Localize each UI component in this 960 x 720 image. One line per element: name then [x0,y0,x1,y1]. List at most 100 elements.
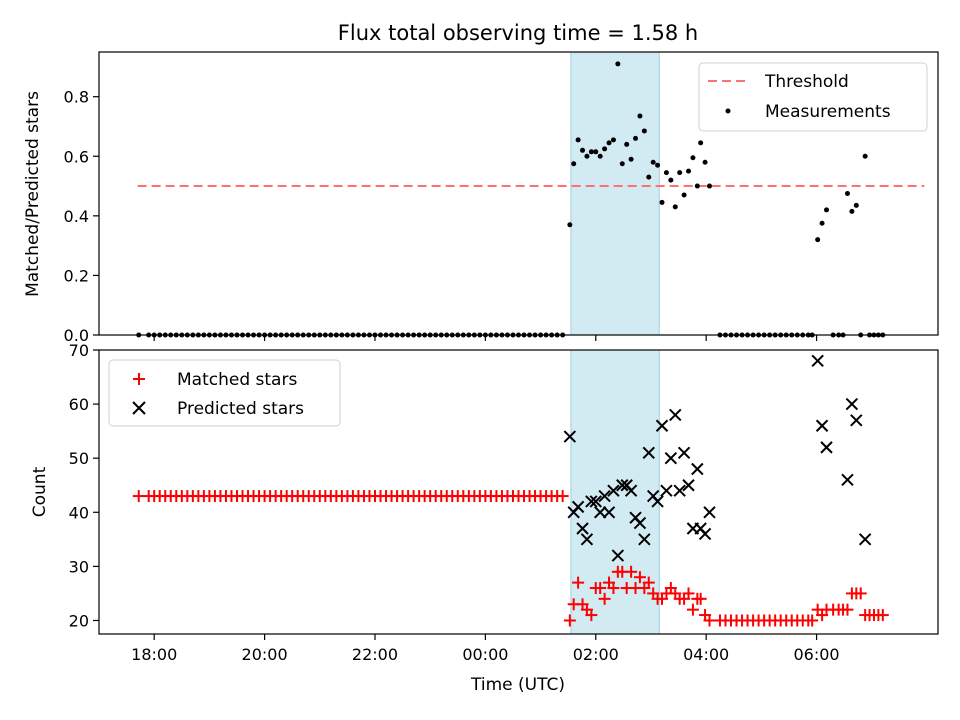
predicted-star-point [563,430,577,443]
predicted-star-point [593,506,607,519]
matched-star-point [625,565,638,578]
legend-measurements-label: Measurements [765,102,891,122]
measurement-point [698,140,704,146]
measurement-point [819,220,825,226]
measurement-point [580,147,586,153]
top-x-ticks [153,335,818,341]
bottom-y-tick-label: 60 [69,395,89,414]
predicted-star-point [580,533,594,546]
measurement-point [637,113,643,119]
matched-star-point [607,582,620,595]
top-legend-box [698,62,928,132]
predicted-star-point [576,522,589,535]
bottom-x-tick-label: 18:00 [131,645,177,664]
bottom-y-tick-label: 20 [69,611,89,630]
measurement-point [694,183,700,189]
predicted-star-point [669,408,682,422]
measurement-point [824,207,830,213]
bottom-x-tick-label: 00:00 [462,645,508,664]
measurement-point [606,140,612,146]
matched-star-point [694,592,707,605]
matched-star-point [703,614,716,627]
predicted-star-point [682,479,695,492]
measurement-point [650,159,656,165]
predicted-star-point [616,479,629,492]
predicted-star-point [820,441,833,454]
matched-stars-points [132,490,889,627]
top-y-ticks: 0.0 0.2 0.4 0.6 0.8 [64,88,99,345]
bottom-y-tick-label: 30 [69,557,89,576]
predicted-star-point [633,516,647,530]
predicted-star-point [598,489,611,503]
measurement-point [690,155,696,161]
legend-measurements-swatch [725,108,731,114]
bottom-legend: Matched stars Predicted stars [108,359,341,427]
measurement-point [602,146,608,152]
predicted-star-point [673,484,686,497]
bottom-y-tick-label: 40 [69,503,89,522]
matched-star-point [556,490,569,503]
measurement-point [641,128,647,134]
measurement-point [681,192,687,198]
predicted-star-point [698,527,712,541]
legend-predicted-label: Predicted stars [177,399,304,419]
measurement-point [815,237,821,243]
top-y-tick-label: 0.4 [64,207,89,226]
matched-star-point [572,576,585,589]
matched-star-point [598,592,611,605]
bottom-x-tick-label: 02:00 [573,645,619,664]
measurement-point [593,149,599,155]
measurement-point [597,153,603,159]
predicted-star-point [815,419,829,432]
chart-title: Flux total observing time = 1.58 h [338,21,698,45]
predicted-star-point [850,414,863,427]
matched-star-point [686,603,699,616]
bottom-axes-frame [98,349,939,635]
predicted-star-point [655,419,669,432]
bottom-y-tick-label: 50 [69,449,89,468]
bottom-x-tick-label: 20:00 [242,645,288,664]
measurement-point [659,199,665,205]
measurement-point [628,156,634,162]
measurement-point [672,204,678,210]
x-axis-label: Time (UTC) [470,675,565,695]
predicted-stars-points [563,354,872,562]
top-y-axis-label: Matched/Predicted stars [23,91,43,297]
top-y-tick-label: 0.8 [64,88,89,107]
measurement-point [624,141,630,147]
measurement-point [853,202,859,208]
predicted-star-point [691,462,704,476]
measurement-point [677,170,683,176]
measurement-point [706,183,712,189]
top-y-tick-label: 0.6 [64,147,89,166]
bottom-legend-box [108,359,341,427]
predicted-star-point [845,397,859,411]
predicted-star-point [841,473,854,487]
predicted-star-point [607,484,620,497]
predicted-star-point [571,500,585,514]
legend-matched-swatch [133,373,145,385]
bottom-x-tick-label: 04:00 [683,645,729,664]
predicted-star-point [660,484,673,497]
predicted-star-point [611,549,625,562]
measurement-point [615,61,621,67]
bottom-x-tick-label: 06:00 [794,645,840,664]
top-shaded-region [570,51,660,336]
legend-threshold-label: Threshold [764,72,849,92]
predicted-star-point [664,451,678,465]
top-legend: Threshold Measurements [698,62,928,132]
bottom-panel: 20 30 40 50 60 70 18:00 20:00 22:00 00:00 02:00 04… [30,341,939,695]
measurement-point [663,170,669,176]
predicted-star-point [585,495,598,508]
bottom-x-ticks: 18:00 20:00 22:00 00:00 02:00 04:00 06:00 [131,634,840,664]
bottom-x-tick-label: 22:00 [352,645,398,664]
measurement-point [588,149,594,155]
top-axes-frame [98,51,939,336]
measurement-point [862,153,868,159]
predicted-star-point [642,446,655,459]
predicted-star-point [638,533,651,546]
top-y-tick-label: 0.0 [64,326,89,345]
measurement-point [655,162,661,168]
measurement-point [668,177,674,183]
